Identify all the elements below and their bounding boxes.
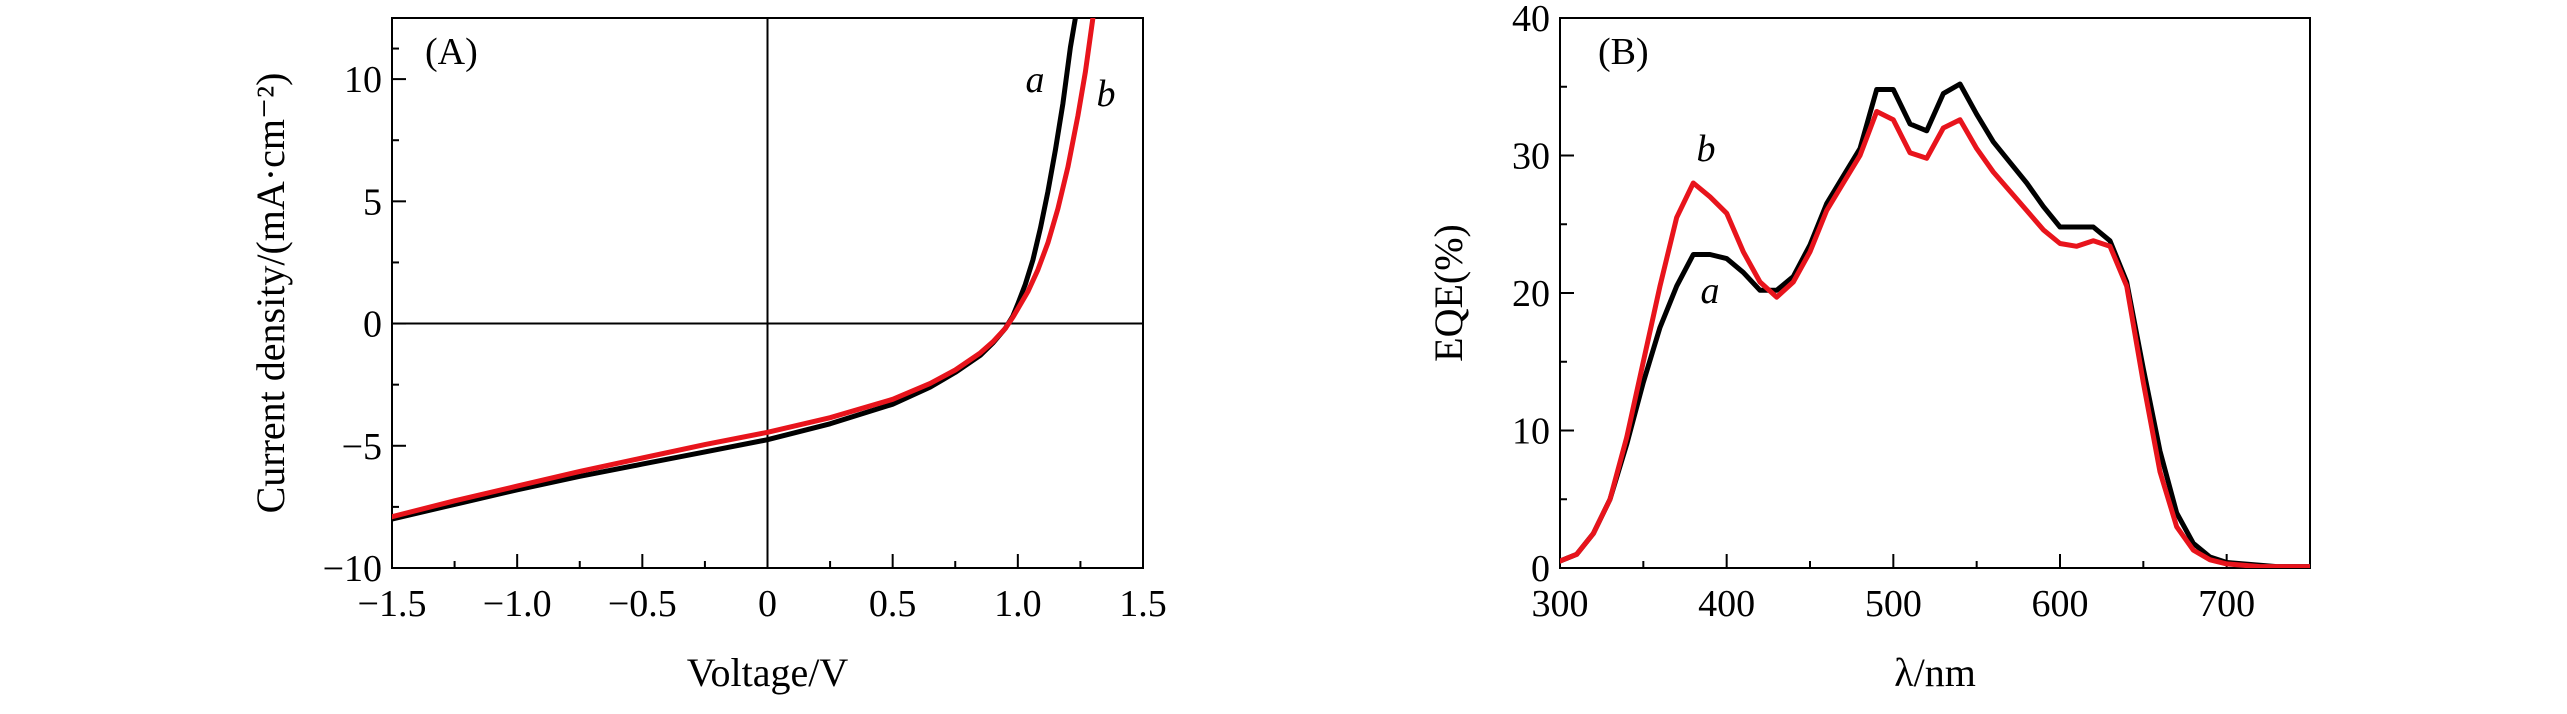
y-axis-title: EQE(%) [1426,224,1471,362]
y-tick-label: 0 [1531,548,1550,590]
series-line-a [1560,81,2310,568]
y-tick-label: 10 [344,59,382,101]
series-line-b [1560,109,2310,568]
panel-a: −1.5 −1.0 −0.5 0 0.5 1.0 1.5 −10 −5 0 5 10 a b (A) Volt… [248,17,1167,695]
series-label-b: b [1697,128,1716,170]
y-tick-label: −5 [342,426,382,468]
series-label-a: a [1701,270,1720,312]
x-axis-title: Voltage/V [687,650,849,695]
y-tick-label: 5 [363,181,382,223]
y-tick-label: 10 [1512,411,1550,453]
x-tick-label: 1.0 [994,583,1042,625]
y-tick-label: 0 [363,304,382,346]
y-tick-label: 30 [1512,136,1550,178]
x-tick-label: 500 [1865,583,1922,625]
x-tick-label: 0.5 [869,583,917,625]
y-tick-label: 40 [1512,0,1550,40]
x-tick-label: 700 [2198,583,2255,625]
series-label-b: b [1097,73,1116,115]
panel-label: (B) [1598,31,1649,73]
series-line-a [392,18,1078,522]
series-label-a: a [1026,59,1045,101]
panel-label: (A) [425,31,478,73]
x-tick-label: 400 [1698,583,1755,625]
y-tick-label: −10 [323,548,382,590]
x-tick-label: 1.5 [1119,583,1167,625]
x-tick-label: 600 [2032,583,2089,625]
x-tick-label: 0 [758,583,777,625]
x-tick-label: −1.0 [483,583,552,625]
x-axis-title: λ/nm [1894,650,1976,695]
y-axis-title: Current density/(mA·cm⁻²) [248,73,293,514]
x-tick-label: 300 [1532,583,1589,625]
x-tick-label: −0.5 [608,583,677,625]
panel-b: 300 400 500 600 700 0 10 20 30 40 a b (B) λ/nm EQE(%) [1426,0,2311,695]
x-tick-label: −1.5 [358,583,427,625]
series-line-b [392,18,1096,520]
y-tick-label: 20 [1512,273,1550,315]
